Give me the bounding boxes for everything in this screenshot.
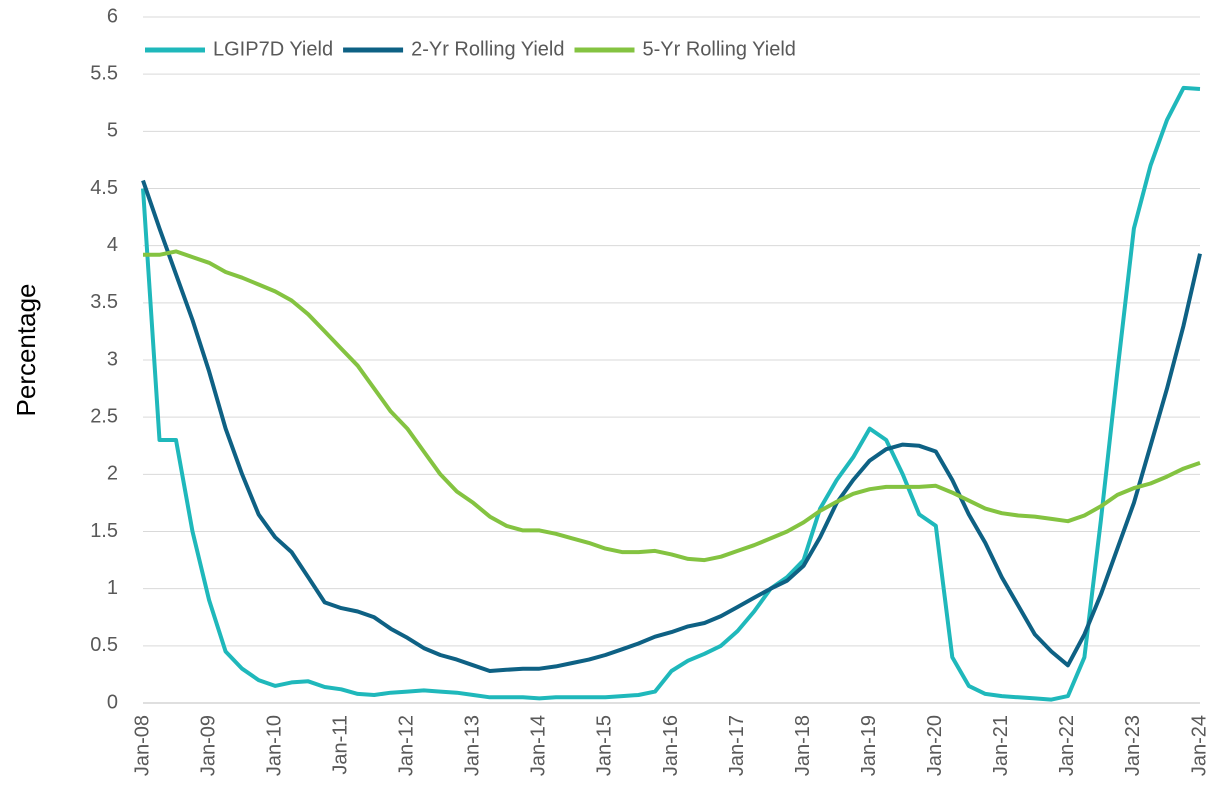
y-tick-label: 5 (107, 120, 118, 142)
x-tick-label: Jan-09 (197, 715, 219, 776)
y-tick-label: 3.5 (90, 291, 118, 313)
series-line (143, 249, 1201, 563)
y-tick-label: 3 (107, 348, 118, 370)
series-line (141, 85, 1201, 702)
x-tick-label: Jan-10 (263, 715, 285, 776)
legend-label: 2-Yr Rolling Yield (411, 38, 564, 60)
legend-label: 5-Yr Rolling Yield (643, 38, 796, 60)
y-tick-label: 4.5 (90, 177, 118, 199)
x-tick-label: Jan-17 (726, 715, 748, 776)
x-tick-label: Jan-19 (858, 715, 880, 776)
legend-label: LGIP7D Yield (213, 38, 333, 60)
x-tick-label: Jan-11 (329, 715, 351, 775)
x-tick-label: Jan-13 (462, 715, 484, 776)
x-tick-label: Jan-18 (792, 715, 814, 776)
x-tick-label: Jan-14 (528, 715, 550, 776)
y-tick-label: 2.5 (90, 405, 118, 427)
x-tick-label: Jan-12 (396, 715, 418, 776)
y-tick-label: 1.5 (90, 520, 118, 542)
x-tick-label: Jan-23 (1122, 715, 1144, 776)
y-tick-label: 0.5 (90, 634, 118, 656)
x-tick-label: Jan-20 (924, 715, 946, 776)
x-tick-label: Jan-21 (990, 715, 1012, 776)
series-line (141, 179, 1202, 673)
y-tick-label: 5.5 (90, 62, 118, 84)
y-tick-label: 2 (107, 463, 118, 485)
x-tick-label: Jan-08 (131, 715, 153, 776)
y-tick-label: 6 (107, 5, 118, 27)
x-tick-label: Jan-24 (1188, 715, 1209, 776)
y-tick-label: 1 (107, 577, 118, 599)
x-tick-label: Jan-16 (660, 715, 682, 776)
y-tick-label: 4 (107, 234, 118, 256)
x-tick-label: Jan-22 (1056, 715, 1078, 776)
y-tick-label: 0 (107, 691, 118, 713)
y-axis-label: Percentage (11, 284, 41, 417)
x-tick-label: Jan-15 (594, 715, 616, 776)
